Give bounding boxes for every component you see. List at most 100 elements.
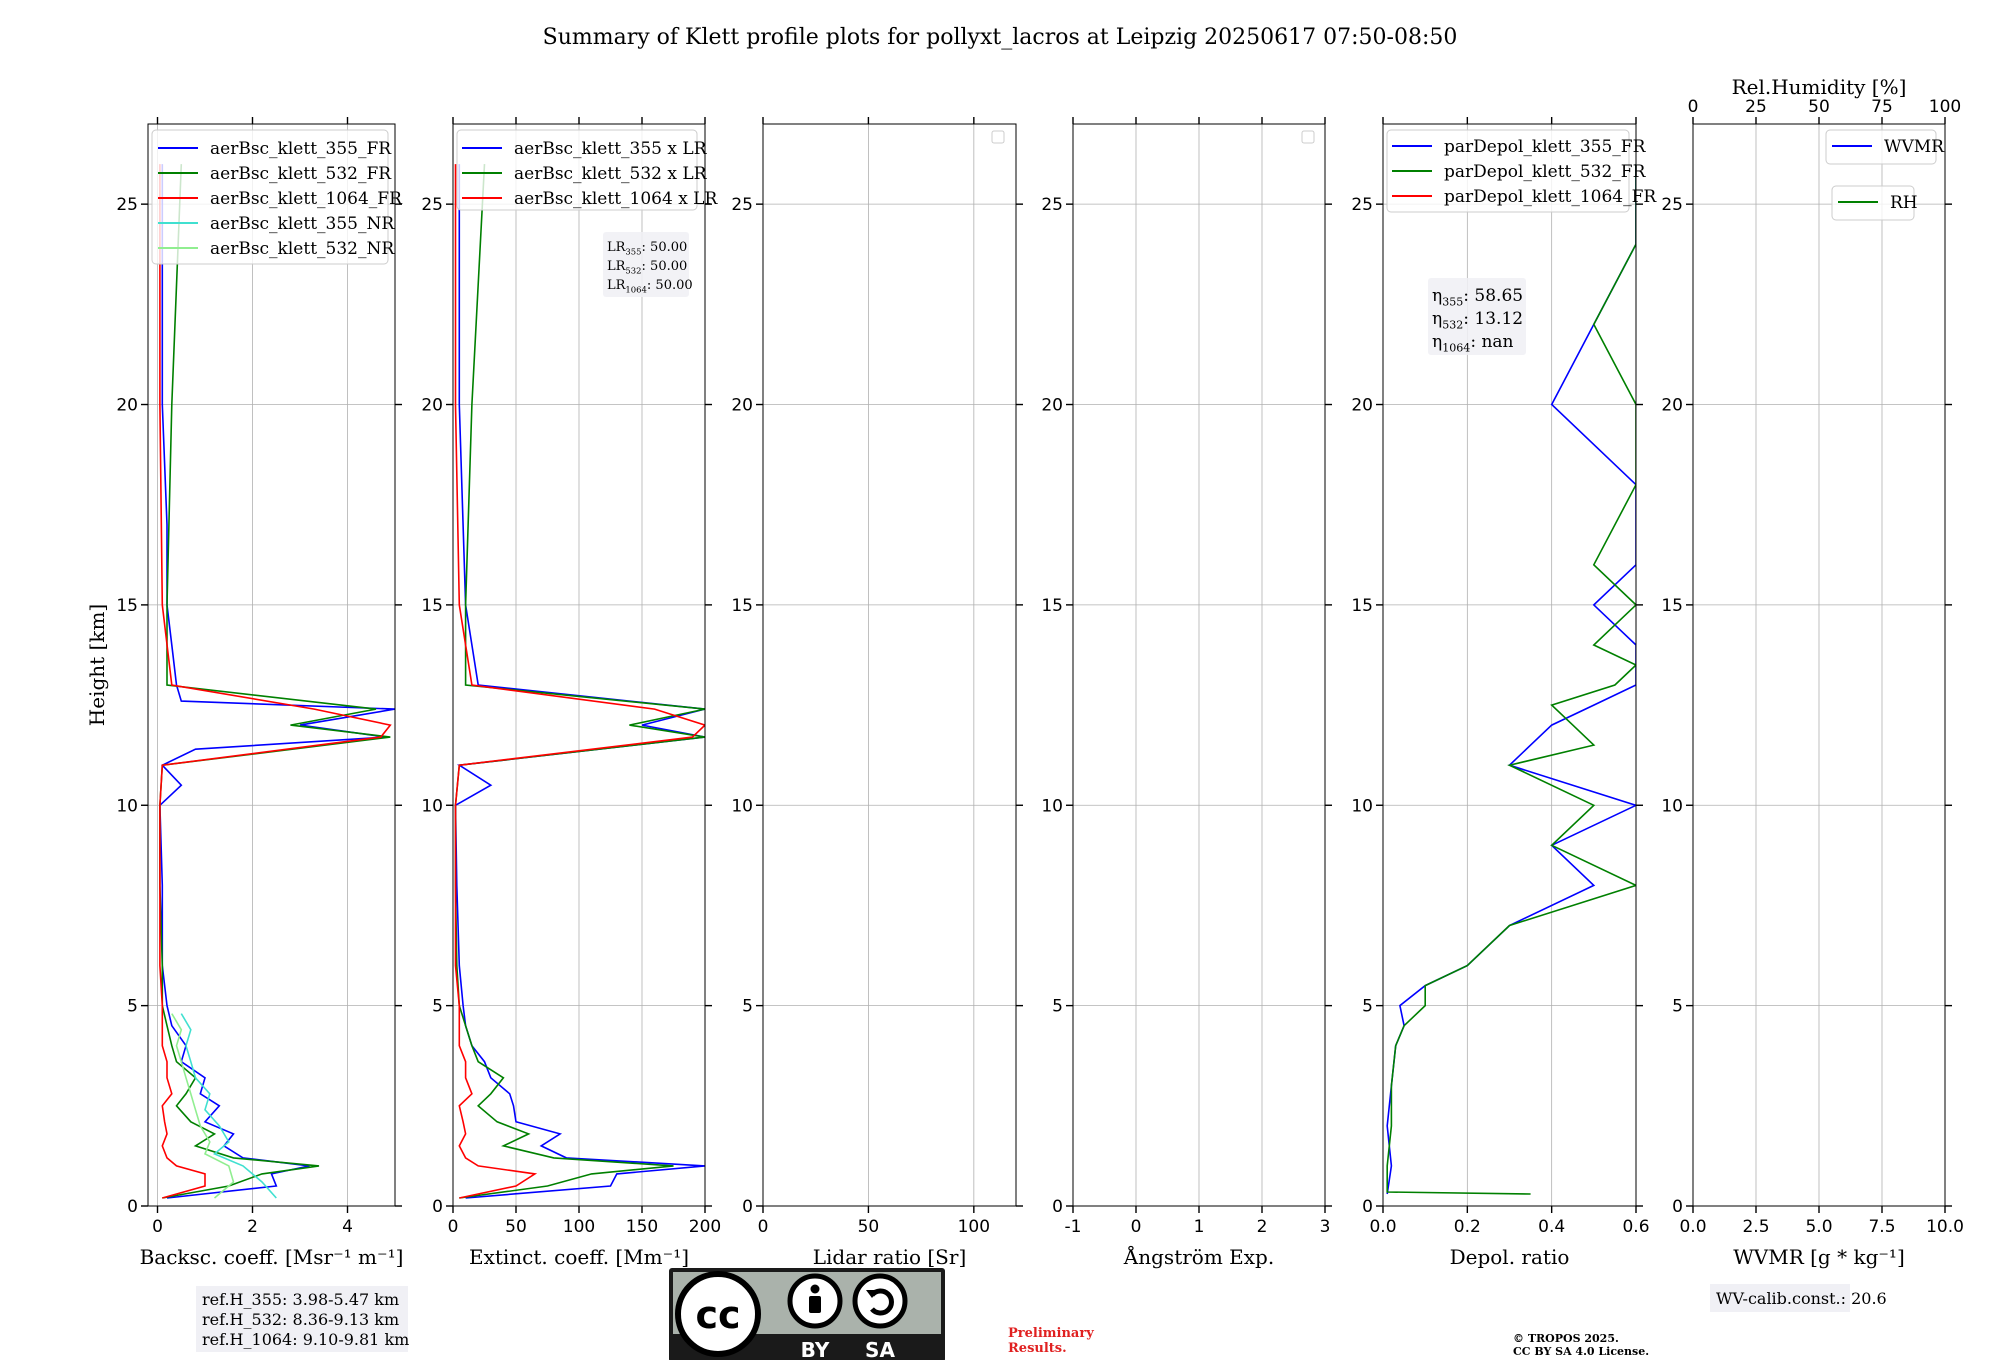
x-axis-label-wv: WVMR [g * kg⁻¹] (1733, 1245, 1905, 1269)
y-tick-label-bsc: 5 (127, 997, 138, 1017)
legend-lr-empty (991, 130, 1005, 144)
x-tick-label-ext: 150 (626, 1217, 658, 1237)
eta-box-sub: 532 (1442, 318, 1463, 331)
y-tick-label-bsc: 25 (116, 195, 138, 215)
legend-wvmr (1825, 129, 1937, 165)
y-tick-label-ext: 15 (421, 596, 443, 616)
series-line-aerBsc_klett_1064 x LR (454, 164, 705, 1199)
y-tick-label-wv: 0 (1672, 1197, 1683, 1217)
rh-top-tick-label: 25 (1745, 97, 1767, 117)
x-tick-label-ang: -1 (1065, 1217, 1082, 1237)
y-tick-label-bsc: 10 (116, 796, 138, 816)
sa-arrow-head (866, 1290, 878, 1298)
legend-bsc (151, 129, 389, 265)
axes-frame-dep (1382, 123, 1637, 1207)
ref-box-bg (196, 1286, 408, 1352)
legend-item-dep-0: parDepol_klett_355_FR (1444, 137, 1647, 157)
eta-box-value: : 58.65 (1463, 286, 1523, 306)
series-line-aerBsc_klett_532_FR (159, 164, 391, 1199)
x-axis-label-bsc: Backsc. coeff. [Msr⁻¹ m⁻¹] (140, 1245, 404, 1269)
badge-by-text: BY (801, 1338, 830, 1360)
y-tick-label-lr: 15 (731, 596, 753, 616)
panel-ang (1066, 117, 1332, 1213)
rh-top-tick-label: 75 (1871, 97, 1893, 117)
lr-box-line: LR355: 50.00 (607, 240, 687, 256)
rh-top-tick-label: 100 (1929, 97, 1961, 117)
cc-letters-icon: cc (695, 1293, 740, 1337)
cc-by-sa-logo: cc (669, 1268, 945, 1360)
y-tick-label-bsc: 0 (127, 1197, 138, 1217)
legend-item-bsc-0: aerBsc_klett_355_FR (210, 139, 392, 159)
x-tick-label-wv: 10.0 (1926, 1217, 1964, 1237)
x-tick-label-ext: 0 (448, 1217, 459, 1237)
y-tick-label-lr: 20 (731, 396, 753, 416)
sa-share-icon (852, 1273, 908, 1329)
by-person-head (810, 1284, 820, 1294)
eta-box-line: η532: 13.12 (1432, 309, 1523, 331)
eta-box-sub: 355 (1442, 295, 1463, 308)
panel-bsc (141, 117, 402, 1213)
series-line-aerBsc_klett_355 x LR (454, 164, 705, 1199)
rh-top-tick-label: 0 (1688, 97, 1699, 117)
series-group-bsc (159, 164, 395, 1199)
lr-box-sub: 1064 (625, 284, 646, 294)
legend-ang-empty (1301, 130, 1315, 144)
legend-item-bsc-1: aerBsc_klett_532_FR (210, 164, 392, 184)
x-tick-label-dep: 0.2 (1454, 1217, 1481, 1237)
x-tick-label-ext: 50 (505, 1217, 527, 1237)
x-tick-label-lr: 0 (758, 1217, 769, 1237)
y-tick-label-ang: 0 (1052, 1197, 1063, 1217)
lr-box-sub: 355 (625, 246, 641, 256)
wv-calib-bg (1710, 1284, 1850, 1312)
y-tick-label-ext: 5 (432, 997, 443, 1017)
series-line-parDepol_klett_532_FR (1386, 164, 1636, 1195)
y-tick-label-wv: 5 (1672, 997, 1683, 1017)
panel-wv (1686, 123, 1952, 1213)
y-tick-label-wv: 20 (1661, 396, 1683, 416)
sa-arrow-arc (870, 1288, 894, 1316)
eta-box-value: : nan (1470, 332, 1513, 352)
series-line-aerBsc_klett_355_FR (159, 164, 395, 1199)
legend-item-rh: RH (1890, 193, 1918, 213)
x-tick-label-ang: 1 (1194, 1217, 1205, 1237)
series-line-aerBsc_klett_1064_FR (159, 164, 392, 1199)
y-tick-label-ext: 10 (421, 796, 443, 816)
lr-box-bg (603, 232, 689, 297)
axes-frame-lr (762, 123, 1017, 1207)
lr-box-symbol: LR (607, 259, 627, 274)
preliminary-line-2: Results. (1008, 1341, 1067, 1356)
y-tick-label-bsc: 15 (116, 596, 138, 616)
y-tick-label-ang: 25 (1041, 195, 1063, 215)
y-tick-label-wv: 25 (1661, 195, 1683, 215)
x-tick-label-ang: 2 (1257, 1217, 1268, 1237)
y-tick-label-dep: 20 (1351, 396, 1373, 416)
series-group-dep (1386, 164, 1636, 1195)
y-tick-label-lr: 10 (731, 796, 753, 816)
legend-item-bsc-3: aerBsc_klett_355_NR (210, 214, 395, 234)
x-tick-label-bsc: 2 (247, 1217, 258, 1237)
preliminary-line-1: Preliminary (1008, 1326, 1094, 1341)
series-group-ext (454, 164, 705, 1199)
x-tick-label-bsc: 4 (342, 1217, 353, 1237)
badge-sa-text: SA (865, 1338, 895, 1360)
x-tick-label-wv: 5.0 (1805, 1217, 1832, 1237)
lr-box-sub: 532 (625, 265, 641, 275)
legend-item-ext-0: aerBsc_klett_355 x LR (514, 139, 708, 159)
x-tick-label-dep: 0.0 (1369, 1217, 1396, 1237)
eta-box-bg (1428, 278, 1526, 355)
x-tick-label-wv: 2.5 (1742, 1217, 1769, 1237)
y-tick-label-dep: 25 (1351, 195, 1373, 215)
y-tick-label-dep: 15 (1351, 596, 1373, 616)
x-axis-label-ang: Ångström Exp. (1123, 1244, 1274, 1269)
axes-frame-bsc (147, 123, 396, 1207)
panel-lr (756, 117, 1023, 1213)
lr-box-value: : 50.00 (642, 259, 688, 274)
series-line-aerBsc_klett_532_NR (171, 1013, 235, 1199)
by-person-body (809, 1296, 821, 1313)
x-tick-label-lr: 50 (858, 1217, 880, 1237)
y-tick-label-lr: 0 (742, 1197, 753, 1217)
x-axis-label-lr: Lidar ratio [Sr] (813, 1245, 967, 1269)
x-axis-label-ext: Extinct. coeff. [Mm⁻¹] (469, 1245, 689, 1269)
x-tick-label-wv: 0.0 (1679, 1217, 1706, 1237)
